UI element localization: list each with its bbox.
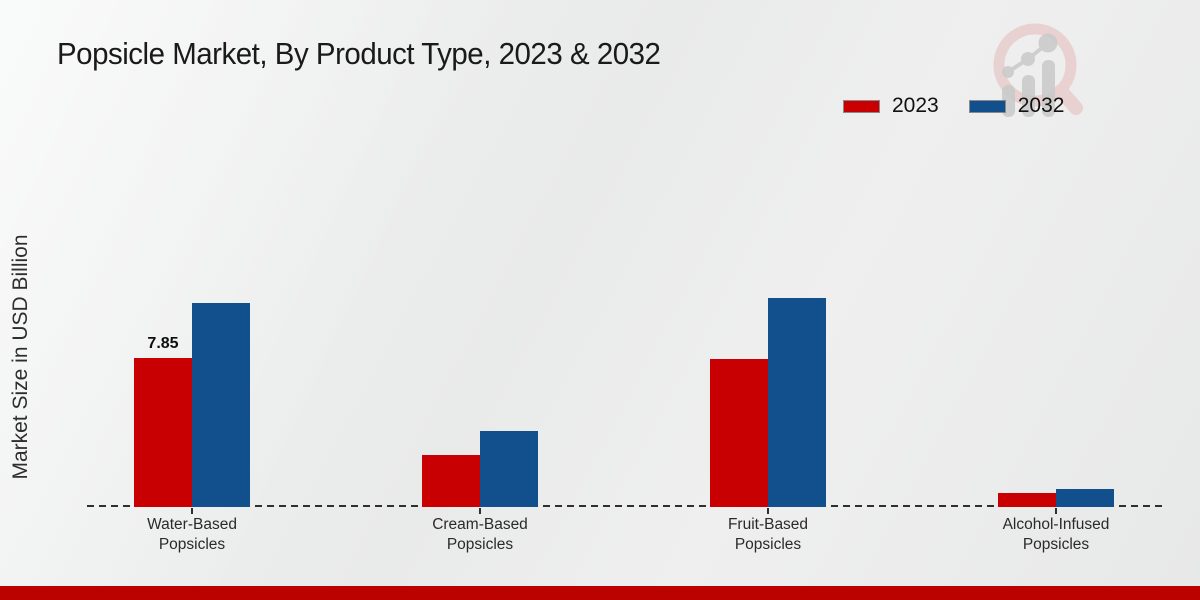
legend-item-2032: 2032 [968,94,1065,118]
legend-label: 2032 [1017,94,1065,117]
magnifier-bar-chart-logo-icon [993,23,1083,117]
x-axis-tick [479,508,481,514]
bottom-accent-bar [0,586,1200,600]
bar-2023-3 [998,493,1056,507]
x-axis-tick [767,508,769,514]
y-axis-label: Market Size in USD Billion [9,234,32,480]
legend-swatch-icon [968,99,1006,113]
legend-swatch-icon [843,99,880,113]
legend: 2023 2032 [843,94,1064,118]
category-label: Alcohol-Infused Popsicles [1002,516,1110,553]
plot-area: Water-Based Popsicles Cream-Based Popsicles… [87,0,1163,553]
bar-2032-0 [192,303,250,507]
bar-2023-1 [422,455,480,507]
category-label: Cream-Based Popsicles [432,516,528,553]
x-axis-dashed-line [87,505,1163,507]
bar-2032-1 [480,431,538,507]
x-axis-tick [1055,508,1057,514]
bar-2032-3 [1056,489,1114,507]
bar-2023-0 [134,358,192,507]
chart-title: Popsicle Market, By Product Type, 2023 &… [57,36,661,71]
legend-label: 2023 [892,94,939,117]
category-label: Fruit-Based Popsicles [727,516,809,553]
category-label: Water-Based Popsicles [147,516,237,553]
x-axis-tick [191,508,193,514]
bar-2032-2 [768,298,826,507]
bar-2023-2 [710,359,768,507]
legend-item-2023: 2023 [843,94,939,118]
bar-value-label: 7.85 [147,335,179,352]
